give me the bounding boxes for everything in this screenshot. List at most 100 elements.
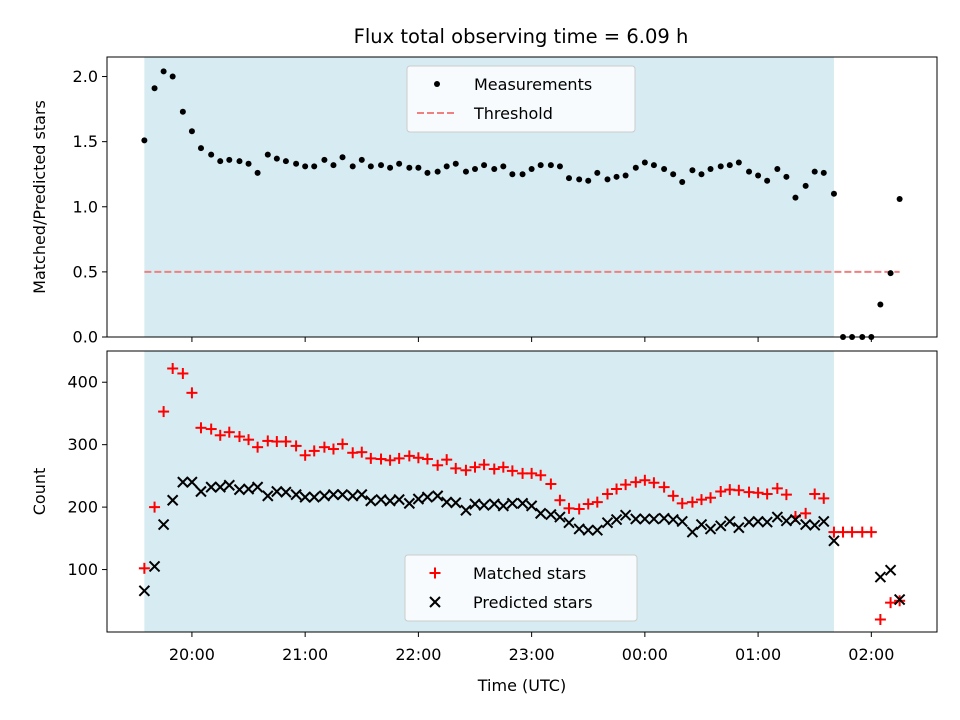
- matched-star-point: [667, 490, 679, 502]
- predicted-star-point: [733, 522, 745, 534]
- measurement-point: [226, 156, 233, 163]
- matched-star-point: [658, 481, 670, 493]
- matched-star-point: [318, 441, 330, 453]
- y-tick-label: 1.5: [73, 132, 98, 151]
- matched-star-point: [441, 454, 453, 466]
- predicted-star-point: [403, 497, 416, 510]
- measurement-point: [481, 162, 488, 169]
- predicted-star-point: [336, 488, 349, 501]
- measurement-point: [282, 158, 289, 165]
- predicted-star-point: [280, 486, 292, 498]
- matched-star-point: [630, 476, 642, 488]
- matched-star-point: [582, 498, 594, 510]
- predicted-star-point: [177, 476, 189, 488]
- y-tick-label: 0.5: [73, 262, 98, 281]
- matched-star-point: [421, 453, 433, 465]
- counts-plot-frame: [106, 350, 938, 633]
- measurement-point: [594, 169, 601, 176]
- predicted-star-point: [440, 496, 453, 508]
- legend-measurements-marker: [434, 81, 440, 87]
- ratio-y-label: Matched/Predicted stars: [30, 100, 49, 294]
- measurement-point: [811, 168, 818, 175]
- measurement-point: [358, 156, 365, 163]
- matched-star-point: [715, 486, 727, 497]
- predicted-star-point: [242, 483, 255, 495]
- measurement-point: [378, 162, 385, 169]
- y-tick-label: 100: [67, 560, 98, 579]
- counts-panel: 100 200 300 400 20:00 21:00 22:00 23:00 00:00 01…: [30, 350, 938, 695]
- matched-star-point: [478, 459, 490, 471]
- matched-star-point: [611, 483, 623, 495]
- predicted-star-point: [506, 497, 519, 510]
- predicted-star-point: [893, 593, 906, 606]
- measurement-point: [707, 166, 714, 172]
- matched-star-point: [591, 496, 603, 508]
- measurement-point: [726, 162, 733, 169]
- measurement-point: [650, 162, 657, 169]
- predicted-star-point: [534, 507, 547, 520]
- predicted-star-point: [223, 479, 235, 491]
- matched-star-point: [639, 474, 651, 486]
- predicted-star-point: [138, 585, 151, 597]
- matched-star-point: [138, 562, 150, 574]
- matched-star-point: [705, 492, 717, 504]
- x-tick-label: 23:00: [509, 645, 555, 664]
- measurement-point: [698, 171, 705, 178]
- ratio-y-axis: 0.0 0.5 1.0 1.5 2.0: [73, 67, 107, 347]
- x-tick-label: 20:00: [169, 645, 215, 664]
- matched-star-point: [205, 423, 217, 435]
- predicted-star-point: [251, 481, 264, 493]
- measurement-point: [197, 145, 204, 152]
- matched-star-point: [545, 478, 557, 490]
- predicted-star-point: [545, 508, 557, 521]
- predicted-star-point: [639, 513, 651, 525]
- predicted-star-point: [497, 500, 510, 512]
- measurement-point: [641, 159, 648, 166]
- measurement-point: [792, 194, 799, 201]
- measurement-point: [396, 160, 403, 167]
- measurement-point: [500, 163, 507, 170]
- counts-legend-box: [404, 554, 638, 622]
- matched-star-point: [252, 441, 264, 453]
- predicted-star-point: [299, 491, 311, 503]
- predicted-star-point: [884, 564, 897, 576]
- ratio-legend: Measurements Threshold: [406, 65, 636, 133]
- matched-star-point: [648, 477, 660, 489]
- predicted-star-point: [488, 498, 500, 510]
- measurement-point: [245, 160, 252, 167]
- y-tick-label: 400: [67, 373, 98, 392]
- measurement-point: [141, 137, 148, 144]
- measurement-point: [604, 176, 611, 183]
- matched-star-point: [167, 362, 179, 374]
- predicted-star-point: [157, 518, 170, 531]
- matched-star-point: [149, 501, 161, 513]
- measurement-point: [443, 163, 450, 170]
- measurement-point: [547, 162, 554, 169]
- chart-title: Flux total observing time = 6.09 h: [354, 25, 689, 48]
- matched-star-point: [752, 487, 764, 499]
- legend-predicted-label: Predicted stars: [473, 593, 593, 612]
- y-tick-label: 1.0: [73, 197, 98, 216]
- legend-measurements-label: Measurements: [474, 75, 592, 94]
- predicted-star-point: [186, 476, 198, 488]
- measurement-point: [387, 164, 394, 171]
- predicted-star-point: [809, 519, 821, 531]
- matched-star-point: [695, 494, 707, 506]
- x-tick-label: 02:00: [848, 645, 894, 664]
- measurement-point: [367, 163, 374, 170]
- matched-star-point: [460, 464, 472, 476]
- matched-star-point: [573, 503, 585, 515]
- predicted-star-point: [233, 483, 246, 496]
- predicted-star-point: [469, 498, 481, 510]
- predicted-star-point: [166, 494, 179, 506]
- predicted-star-point: [818, 515, 830, 528]
- predicted-stars-series: [138, 476, 906, 606]
- measurement-point: [537, 162, 544, 169]
- matched-star-point: [818, 492, 830, 504]
- matched-star-point: [158, 406, 170, 418]
- matched-star-point: [299, 449, 311, 461]
- measurement-point: [774, 166, 781, 172]
- matched-star-point: [243, 434, 255, 446]
- counts-y-label: Count: [30, 468, 49, 516]
- x-tick-label: 00:00: [622, 645, 668, 664]
